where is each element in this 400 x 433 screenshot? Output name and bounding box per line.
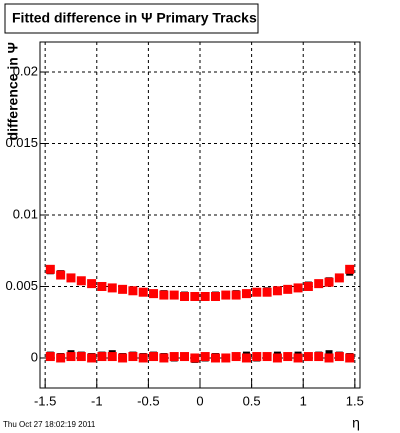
y-tick-label: 0.01 [13, 206, 38, 221]
point [97, 281, 107, 291]
point [118, 284, 128, 294]
point [334, 273, 344, 283]
timestamp: Thu Oct 27 18:02:19 2011 [3, 420, 96, 429]
point [87, 353, 97, 363]
point [293, 283, 303, 293]
point [118, 353, 128, 363]
point [210, 291, 220, 301]
point [293, 353, 303, 363]
point [138, 353, 148, 363]
point [107, 352, 117, 362]
point [87, 279, 97, 289]
y-tick-label: 0.02 [13, 63, 38, 78]
chart-title: Fitted difference in Ψ Primary Tracks [12, 10, 257, 26]
point [45, 352, 55, 362]
point [272, 286, 282, 296]
point [345, 264, 355, 274]
point [210, 353, 220, 363]
point [314, 279, 324, 289]
x-tick-label: 0.5 [243, 393, 261, 408]
point [231, 352, 241, 362]
point [128, 352, 138, 362]
point [231, 290, 241, 300]
point [241, 353, 251, 363]
point [76, 276, 86, 286]
point [149, 352, 159, 362]
y-tick-label: 0.015 [5, 135, 38, 150]
point [252, 352, 262, 362]
x-tick-label: -1.5 [34, 393, 56, 408]
point [138, 287, 148, 297]
point [190, 353, 200, 363]
point [56, 353, 66, 363]
y-tick-label: 0.005 [5, 278, 38, 293]
plot-frame [39, 41, 361, 389]
point [200, 291, 210, 301]
title-box [4, 3, 259, 34]
x-axis-label: η [352, 415, 360, 431]
x-tick-label: 0 [196, 393, 203, 408]
point [262, 352, 272, 362]
point [200, 352, 210, 362]
point [324, 353, 334, 363]
point [283, 284, 293, 294]
point [324, 277, 334, 287]
point [272, 353, 282, 363]
point [97, 352, 107, 362]
point [283, 352, 293, 362]
point [107, 283, 117, 293]
y-axis-label: difference in Ψ [5, 42, 21, 140]
point [56, 270, 66, 280]
point [303, 281, 313, 291]
point [169, 290, 179, 300]
point [159, 353, 169, 363]
y-tick-label: 0 [31, 349, 38, 364]
point [345, 353, 355, 363]
point [221, 290, 231, 300]
x-tick-label: 1 [300, 393, 307, 408]
point [241, 289, 251, 299]
x-tick-label: 1.5 [346, 393, 364, 408]
point [303, 352, 313, 362]
point [159, 290, 169, 300]
point [66, 352, 76, 362]
point [334, 352, 344, 362]
point [262, 287, 272, 297]
x-tick-label: -0.5 [137, 393, 159, 408]
point [128, 286, 138, 296]
point [180, 352, 190, 362]
point [252, 287, 262, 297]
point [66, 273, 76, 283]
point [76, 352, 86, 362]
point [190, 291, 200, 301]
point [149, 289, 159, 299]
point [180, 291, 190, 301]
point [169, 352, 179, 362]
point [221, 353, 231, 363]
point [314, 352, 324, 362]
x-tick-label: -1 [91, 393, 103, 408]
point [45, 264, 55, 274]
